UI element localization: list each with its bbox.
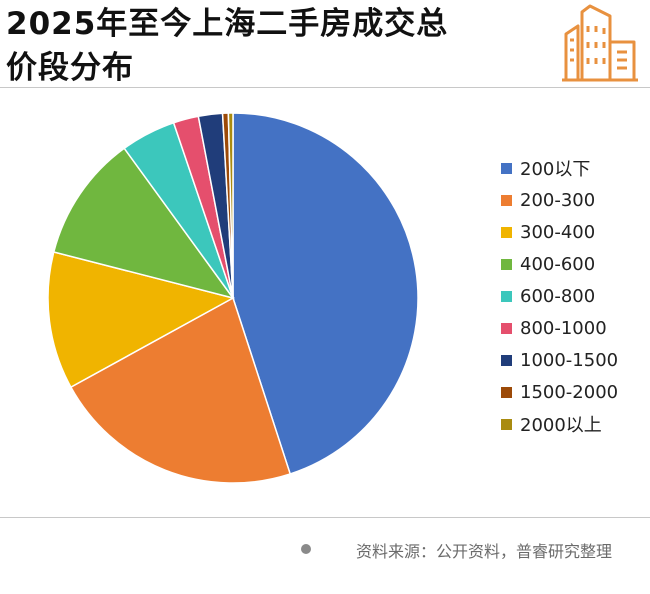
- header-divider: [0, 87, 650, 88]
- legend-swatch: [501, 290, 512, 302]
- pie-slice-300-400: [47, 251, 236, 389]
- pie-slice-2000以上: [227, 112, 234, 299]
- legend-item: 200-300: [501, 184, 618, 216]
- footer-divider: [0, 517, 650, 518]
- legend-swatch: [501, 258, 512, 270]
- legend-label: 600-800: [520, 285, 596, 307]
- legend-item: 600-800: [501, 280, 618, 312]
- pie-chart: [47, 112, 419, 484]
- buildings-icon: [562, 4, 638, 82]
- legend-swatch: [501, 162, 512, 174]
- chart-title-line2: 价段分布: [6, 50, 134, 86]
- legend-label: 200以下: [520, 159, 591, 180]
- chart-legend: 200以下 200-300 300-400 400-600 600-800 800-100…: [501, 152, 618, 440]
- legend-label: 800-1000: [520, 317, 607, 339]
- legend-swatch: [501, 226, 512, 238]
- legend-label: 2000以上: [520, 415, 602, 436]
- chart-title: 2025年至今上海二手房成交总 价段分布: [6, 2, 546, 90]
- bullet-dot-icon: [301, 544, 311, 554]
- legend-item: 800-1000: [501, 312, 618, 344]
- pie-slice-400-600: [52, 147, 235, 300]
- legend-item: 2000以上: [501, 408, 618, 440]
- pie-slice-200以下: [232, 112, 419, 475]
- source-note: 资料来源：公开资料，普睿研究整理: [356, 542, 613, 561]
- legend-label: 1500-2000: [520, 381, 619, 403]
- legend-item: 1000-1500: [501, 344, 618, 376]
- legend-label: 400-600: [520, 253, 596, 275]
- legend-swatch: [501, 194, 512, 206]
- legend-swatch: [501, 386, 512, 398]
- legend-item: 300-400: [501, 216, 618, 248]
- legend-item: 1500-2000: [501, 376, 618, 408]
- legend-swatch: [501, 418, 512, 430]
- chart-title-line1: 2025年至今上海二手房成交总: [6, 6, 449, 42]
- legend-swatch: [501, 354, 512, 366]
- legend-label: 300-400: [520, 221, 596, 243]
- legend-item: 400-600: [501, 248, 618, 280]
- pie-slice-200-300: [69, 296, 292, 484]
- legend-item: 200以下: [501, 152, 618, 184]
- legend-label: 1000-1500: [520, 349, 619, 371]
- legend-label: 200-300: [520, 189, 596, 211]
- legend-swatch: [501, 322, 512, 334]
